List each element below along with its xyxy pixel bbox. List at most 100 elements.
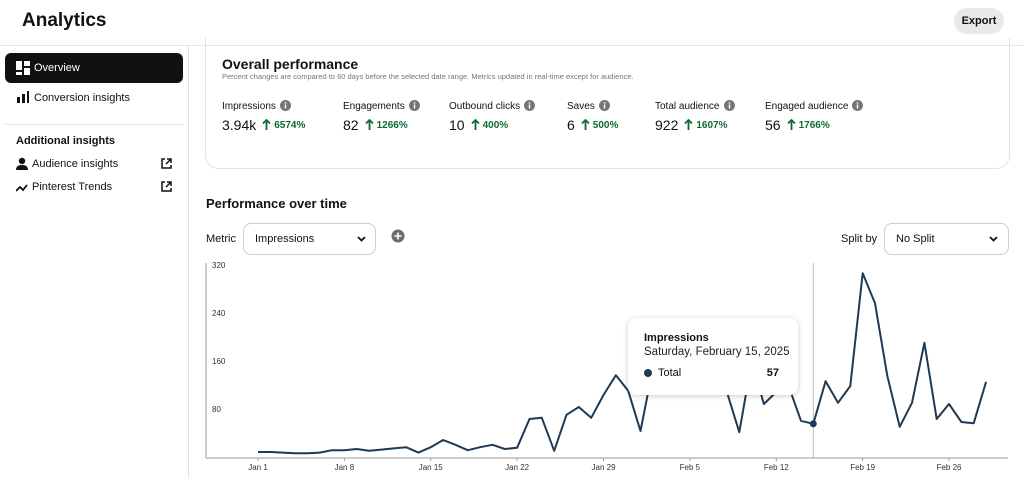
- up-arrow: [684, 119, 693, 130]
- info-mark: [528, 102, 531, 104]
- page-title: Analytics: [22, 10, 107, 31]
- nav-item[interactable]: Overview: [34, 62, 80, 74]
- nav-item[interactable]: Pinterest Trends: [32, 181, 113, 193]
- metric-label: Saves: [567, 101, 595, 112]
- metric-value: Impressions: [255, 233, 315, 245]
- info-mark: [603, 102, 605, 104]
- arrow-shape: [262, 119, 271, 130]
- series-line: [258, 272, 988, 455]
- split-label: Split by: [841, 233, 878, 245]
- metric-value: 922: [655, 117, 679, 133]
- up-arrow: [262, 119, 271, 130]
- info-mark: [857, 102, 859, 104]
- x-tick-label: Jan 22: [505, 463, 530, 472]
- tooltip-date: Saturday, February 15, 2025: [644, 346, 790, 358]
- up-arrow: [786, 119, 796, 130]
- info-mark: [528, 104, 531, 109]
- overview-icon: [16, 61, 30, 75]
- top-bar: [0, 0, 1024, 46]
- x-tick-label: Feb 19: [850, 463, 875, 472]
- y-tick-label: 240: [212, 309, 226, 318]
- overall-card: [205, 38, 1010, 169]
- up-arrow: [470, 119, 480, 130]
- add-button[interactable]: [391, 229, 405, 243]
- info-icon: [723, 100, 735, 111]
- metric-change: 1607%: [696, 120, 728, 131]
- arrow-shape: [684, 119, 693, 130]
- x-tick-label: Feb 5: [680, 463, 701, 472]
- tooltip-value: 57: [766, 367, 779, 379]
- up-arrow: [364, 119, 374, 130]
- info-mark: [284, 102, 287, 104]
- x-tick-label: Jan 29: [592, 463, 617, 472]
- external-link-icon[interactable]: [161, 181, 172, 192]
- info-mark: [603, 104, 605, 109]
- sidebar-divider: [188, 46, 189, 478]
- info-icon: [524, 100, 536, 111]
- metric-dropdown[interactable]: [243, 223, 376, 255]
- info-icon: [279, 100, 291, 111]
- split-dropdown[interactable]: [884, 223, 1009, 255]
- split-value: No Split: [896, 233, 935, 245]
- metric-change: 400%: [482, 120, 509, 131]
- up-arrow: [581, 119, 590, 130]
- arrow-shape: [470, 119, 480, 130]
- x-tick-label: Feb 12: [764, 463, 789, 472]
- export-button[interactable]: Export: [954, 8, 1004, 34]
- info-mark: [728, 102, 730, 104]
- audience-icon: [16, 157, 28, 170]
- x-tick-label: Jan 8: [335, 463, 355, 472]
- metric-change: 500%: [592, 120, 619, 131]
- chevron: [357, 236, 366, 242]
- tooltip-series: Total: [658, 367, 682, 379]
- arrow-shape: [364, 119, 374, 130]
- nav-item[interactable]: Audience insights: [32, 158, 119, 170]
- metric-change: 1766%: [798, 120, 830, 131]
- metric-value: 10: [449, 117, 465, 133]
- metric-label: Metric: [206, 233, 236, 245]
- metric-value: 6: [567, 117, 575, 133]
- metric-change: 6574%: [274, 120, 306, 131]
- y-tick-label: 320: [212, 261, 226, 270]
- hover-point: [809, 420, 817, 428]
- metric-value: 56: [765, 117, 781, 133]
- conversion-icon: [17, 91, 29, 103]
- section-title: Performance over time: [206, 196, 347, 211]
- info-mark: [413, 102, 415, 104]
- card-title: Overall performance: [222, 56, 359, 72]
- info-mark: [413, 104, 415, 109]
- metric-value: 3.94k: [222, 117, 257, 133]
- x-tick-label: Jan 1: [248, 463, 268, 472]
- info-icon: [852, 100, 864, 111]
- metric-change: 1266%: [376, 120, 408, 131]
- arrow-shape: [581, 119, 590, 130]
- external-link-icon[interactable]: [161, 158, 172, 169]
- metric-label: Engaged audience: [765, 101, 849, 112]
- metric-label: Engagements: [343, 101, 405, 112]
- arrow-shape: [786, 119, 796, 130]
- metric-value: 82: [343, 117, 359, 133]
- info-mark: [728, 104, 730, 109]
- card-subtitle: Percent changes are compared to 60 days …: [222, 72, 634, 81]
- separator: [5, 124, 184, 125]
- trends-icon: [16, 184, 28, 192]
- section-title: Additional insights: [16, 135, 115, 147]
- nav-item[interactable]: Conversion insights: [34, 92, 130, 104]
- nav-selected[interactable]: [5, 53, 183, 83]
- y-tick-label: 80: [212, 405, 221, 414]
- x-tick-label: Jan 15: [419, 463, 444, 472]
- x-tick-label: Feb 26: [937, 463, 962, 472]
- info-icon: [598, 100, 610, 111]
- tooltip-dot: [644, 369, 652, 377]
- tooltip: [628, 318, 798, 395]
- chevron: [989, 236, 998, 242]
- metric-label: Total audience: [655, 101, 720, 112]
- metric-label: Impressions: [222, 101, 276, 112]
- metric-label: Outbound clicks: [449, 101, 521, 112]
- info-icon: [408, 100, 420, 111]
- y-tick-label: 160: [212, 357, 226, 366]
- tooltip-title: Impressions: [644, 332, 709, 344]
- info-mark: [284, 104, 287, 109]
